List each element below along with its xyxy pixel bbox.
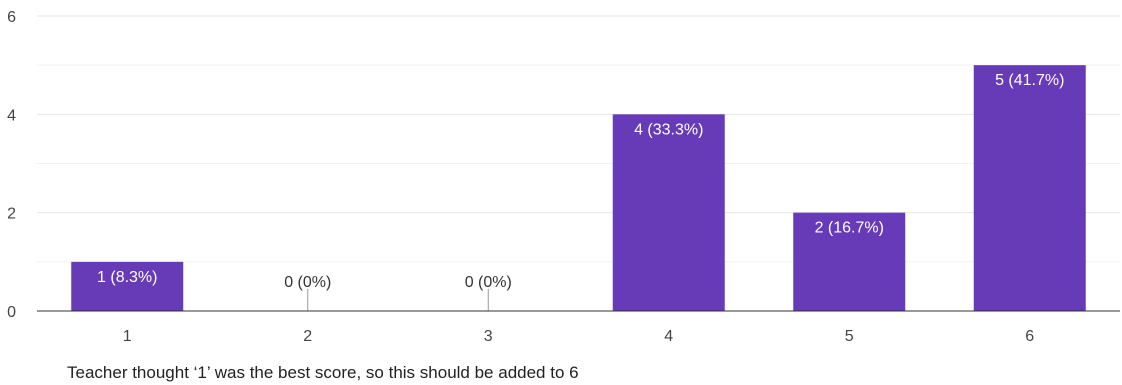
y-tick-label: 4 bbox=[7, 107, 16, 124]
bar-data-label: 2 (16.7%) bbox=[815, 220, 884, 237]
bar-data-label: 0 (0%) bbox=[465, 274, 512, 291]
bar bbox=[612, 114, 725, 311]
x-tick-label: 4 bbox=[664, 328, 673, 345]
bar-chart: 0 2 4 6 1 (8.3%) 1 0 (0%) 2 0 (0%) 3 4 (33.3%) 4 2 (… bbox=[7, 9, 1120, 345]
x-tick-label: 6 bbox=[1025, 328, 1034, 345]
x-tick-label: 5 bbox=[845, 328, 854, 345]
y-tick-label: 6 bbox=[7, 9, 16, 26]
bar-data-label: 5 (41.7%) bbox=[995, 72, 1064, 89]
bar-data-label: 1 (8.3%) bbox=[97, 269, 157, 286]
y-tick-label: 0 bbox=[7, 304, 16, 321]
y-tick-label: 2 bbox=[7, 206, 16, 223]
x-tick-label: 2 bbox=[303, 328, 312, 345]
bar-data-label: 4 (33.3%) bbox=[634, 121, 703, 138]
x-tick-label: 1 bbox=[123, 328, 132, 345]
bar-data-label: 0 (0%) bbox=[284, 274, 331, 291]
bar bbox=[973, 65, 1086, 312]
bar bbox=[71, 261, 184, 311]
x-tick-label: 3 bbox=[484, 328, 493, 345]
bar bbox=[793, 212, 906, 311]
chart-note: Teacher thought ‘1’ was the best score, … bbox=[67, 363, 579, 382]
